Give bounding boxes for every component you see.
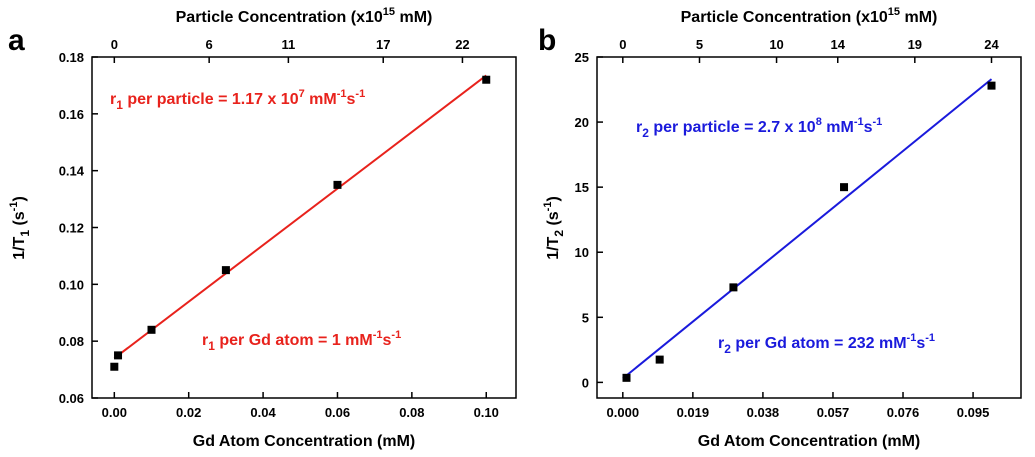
top-tick-label: 17 (376, 37, 390, 52)
top-tick-label: 11 (282, 37, 296, 52)
top-tick-label: 6 (206, 37, 213, 52)
data-point (987, 81, 996, 90)
y-axis-title-a: 1/T1 (s-1) (8, 196, 32, 260)
data-point (482, 75, 491, 84)
y-tick-label: 0.14 (59, 164, 85, 179)
data-point (110, 362, 119, 371)
x-tick-label: 0.076 (887, 405, 920, 420)
y-tick-label: 0.08 (59, 334, 84, 349)
annotation-per-gd-atom-a: r1 per Gd atom = 1 mM-1s-1 (202, 329, 401, 353)
x-tick-label: 0.038 (747, 405, 780, 420)
x-tick-label: 0.057 (817, 405, 850, 420)
annotation-per-particle-a: r1 per particle = 1.17 x 107 mM-1s-1 (110, 88, 365, 112)
y-tick-label: 0.18 (59, 50, 84, 65)
y-tick-label: 0.10 (59, 277, 84, 292)
x-axis-title-b: Gd Atom Concentration (mM) (698, 433, 921, 450)
panel-a: a 0.00 0.02 0.04 0.06 0.08 0.100.060.080.100.… (8, 6, 517, 450)
y-tick-label: 15 (575, 180, 589, 195)
x-tick-label: 0.019 (677, 405, 710, 420)
top-tick-label: 0 (619, 37, 626, 52)
y-tick-label: 5 (582, 310, 589, 325)
top-tick-label: 22 (455, 37, 469, 52)
x-tick-label: 0.000 (607, 405, 640, 420)
data-point (729, 283, 738, 292)
panel-label-b: b (538, 24, 556, 57)
data-point (622, 373, 631, 382)
x-tick-label: 0.095 (957, 405, 990, 420)
x-tick-label: 0.00 (102, 405, 127, 420)
ticks-b: 0.000 0.019 0.038 0.057 0.076 0.095 0 5 10 15 20 25… (575, 37, 1000, 420)
ticks-a: 0.00 0.02 0.04 0.06 0.08 0.10 0.06 0.08 0.10 0.12… (59, 37, 499, 420)
x-tick-label: 0.10 (474, 405, 499, 420)
data-point (655, 355, 664, 364)
panel-label-a: a (8, 24, 25, 57)
data-point (840, 183, 849, 192)
top-tick-label: 0 (111, 37, 118, 52)
x-tick-label: 0.08 (399, 405, 424, 420)
y-tick-label: 0.06 (59, 391, 84, 406)
y-tick-label: 10 (575, 245, 589, 260)
x-tick-label: 0.04 (250, 405, 276, 420)
x-axis-title-a: Gd Atom Concentration (mM) (193, 433, 416, 450)
fit-line (113, 74, 487, 360)
y-tick-label: 0.16 (59, 107, 84, 122)
top-axis-title-a: Particle Concentration (x1015 mM) (176, 6, 433, 26)
y-tick-label: 0.12 (59, 221, 84, 236)
top-tick-label: 5 (696, 37, 703, 52)
y-axis-title-b: 1/T2 (s-1) (542, 196, 566, 260)
top-tick-label: 10 (769, 37, 783, 52)
data-point (114, 351, 123, 360)
marks-a (110, 74, 491, 371)
fit-line (622, 78, 993, 380)
plot-frame-b (596, 56, 1022, 399)
x-tick-label: 0.02 (176, 405, 201, 420)
marks-b (622, 78, 996, 382)
y-tick-label: 0 (582, 375, 589, 390)
annotation-per-particle-b: r2 per particle = 2.7 x 108 mM-1s-1 (636, 116, 882, 140)
data-point (333, 180, 342, 189)
annotation-per-gd-atom-b: r2 per Gd atom = 232 mM-1s-1 (718, 332, 935, 356)
top-axis-title-b: Particle Concentration (x1015 mM) (681, 6, 938, 26)
x-tick-label: 0.06 (325, 405, 350, 420)
data-point (147, 325, 156, 334)
y-tick-label: 20 (575, 115, 589, 130)
panel-b: b 0.000 0.019 0.038 0.057 0.076 0.095 0 5 10 15 20… (538, 6, 1022, 450)
y-tick-label: 25 (575, 50, 589, 65)
top-tick-label: 14 (831, 37, 846, 52)
top-tick-label: 19 (908, 37, 922, 52)
top-tick-label: 24 (984, 37, 999, 52)
data-point (221, 266, 230, 275)
